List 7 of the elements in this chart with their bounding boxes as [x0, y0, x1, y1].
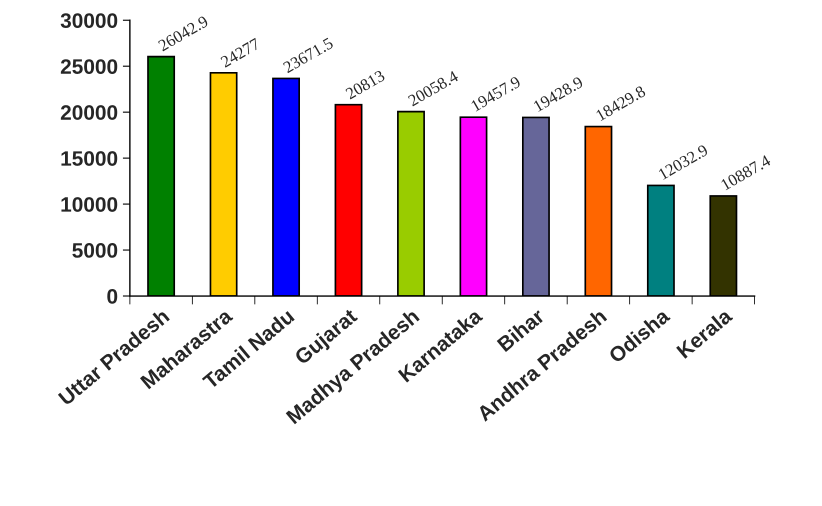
y-tick-label: 10000	[61, 197, 118, 212]
y-tick-label: 20000	[60, 105, 118, 120]
y-tick-label: 0	[107, 289, 118, 304]
y-tick-label: 25000	[60, 59, 118, 74]
y-tick-label: 30000	[60, 13, 118, 28]
y-tick-label: 5000	[72, 243, 118, 258]
y-tick-label: 15000	[61, 151, 118, 166]
